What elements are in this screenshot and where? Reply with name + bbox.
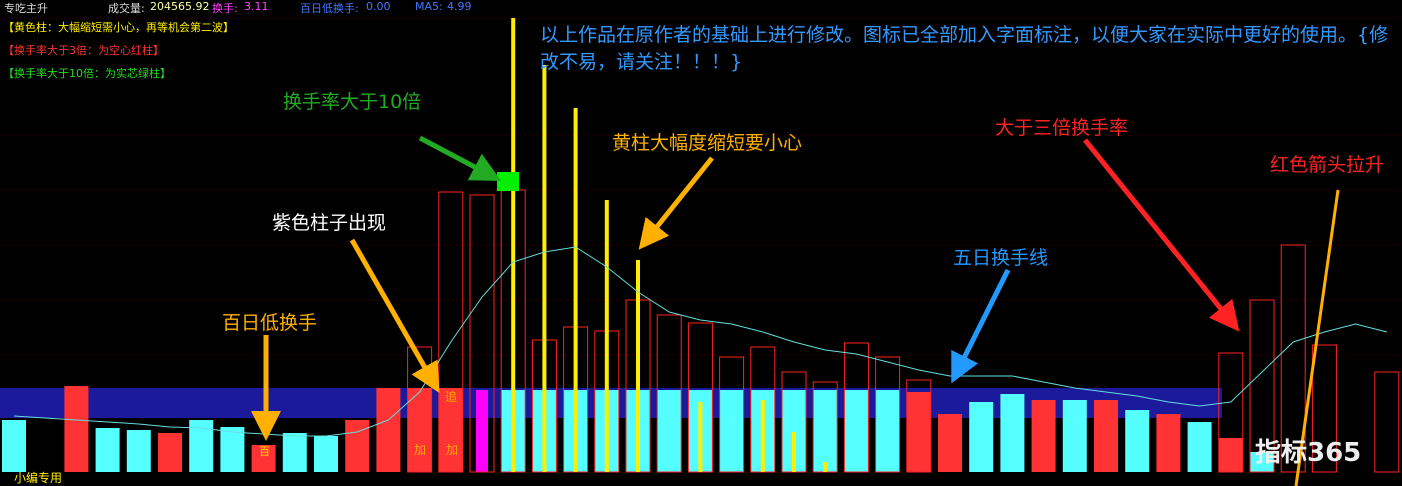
annotation: 红色箭头拉升 [1270,154,1385,176]
yellow-bar [604,200,609,472]
ten-times-marker [497,172,519,191]
hollow-bar [1218,352,1244,473]
hollow-bar [438,191,464,473]
volume-bar [282,433,307,472]
volume-bar [938,414,962,472]
volume-bar [1187,422,1212,472]
volume-bar [158,433,182,472]
note: 【换手率大于10倍：为实芯绿柱】 [3,67,171,80]
turnover-label: 换手: [212,2,238,15]
annotation: 百日低换手 [222,312,318,334]
marker: 加 [446,443,459,457]
hollow-bar [656,314,682,473]
hollow-bar [1280,244,1306,473]
volume-bar [1250,452,1274,472]
yellow-bar [511,18,516,472]
note: 【黄色柱：大幅缩短需小心，再等机会第二波】 [3,21,234,34]
volume-bar [95,428,120,472]
volume-bar [407,388,432,472]
marker: 百 [259,445,270,458]
volume-bar [719,390,744,472]
low: 0.00 [366,0,391,13]
annotation: 大于三倍换手率 [995,117,1129,139]
arrows [251,135,1340,486]
yellow-bar [760,400,765,472]
description: 以上作品在原作者的基础上进行修改。图标已全部加入字面标注，以便大家在实际中更好的… [540,24,1389,73]
low-label: 百日低换手: [300,2,359,15]
turnover: 3.11 [244,0,269,13]
ma-label: MA5: [415,0,443,13]
footer: 小编专用 [14,471,63,485]
volume-bar [906,392,931,472]
yellow-bar [698,402,703,472]
hollow-bar [1249,299,1275,473]
watermark: 指标365 [1255,438,1362,468]
annotation: 黄柱大幅度缩短要小心 [612,132,803,154]
volume-bar [126,430,151,472]
hollow-bar [843,342,869,473]
volume-bar [844,390,869,472]
volume-bar [657,390,682,472]
yellow-bar [823,462,828,472]
ma: 4.99 [447,0,472,13]
volume-bar [220,427,245,472]
volume-bar [1094,400,1118,472]
volume: 204565.92 [150,0,210,13]
yellow-bar [636,260,640,472]
hollow-bar [1311,344,1337,473]
hollow-bar [469,194,495,473]
marker: 加 [414,443,427,457]
hollow-bar [906,379,932,473]
yellow-bar [792,432,796,472]
volume-bar [1000,394,1025,472]
yellow-bar [542,65,547,472]
hollow-bar [1374,371,1400,473]
ma5-line [13,246,1387,437]
volume-bar [438,388,463,472]
hollow-bar [719,356,745,473]
hollow-bar [407,346,433,473]
volume-bar [875,390,900,472]
note: 【换手率大于3倍：为空心红柱】 [3,44,164,57]
volume-bar [1062,400,1087,472]
hollow-bar [875,356,901,473]
volume-bar [251,445,276,472]
volume-bar [345,420,370,472]
volume-bar [2,420,26,472]
yellow-bar [573,108,578,472]
volume-bar [376,388,401,472]
volume-bar [969,402,994,472]
volume-bar [1156,414,1181,472]
volume-bar [1031,400,1056,472]
annotation: 换手率大于10倍 [283,91,422,113]
annotation: 紫色柱子出现 [272,212,387,234]
marker: 追 [445,390,458,404]
annotation: 五日换手线 [953,247,1049,269]
volume-bar [813,390,838,472]
volume-bar [64,386,89,472]
volume-bar [314,436,338,472]
volume-bar [1125,410,1150,472]
volume-bar [1218,438,1243,472]
volume-bar [476,390,488,472]
title: 专吃主升 [4,2,48,15]
volume-label: 成交量: [108,2,145,15]
